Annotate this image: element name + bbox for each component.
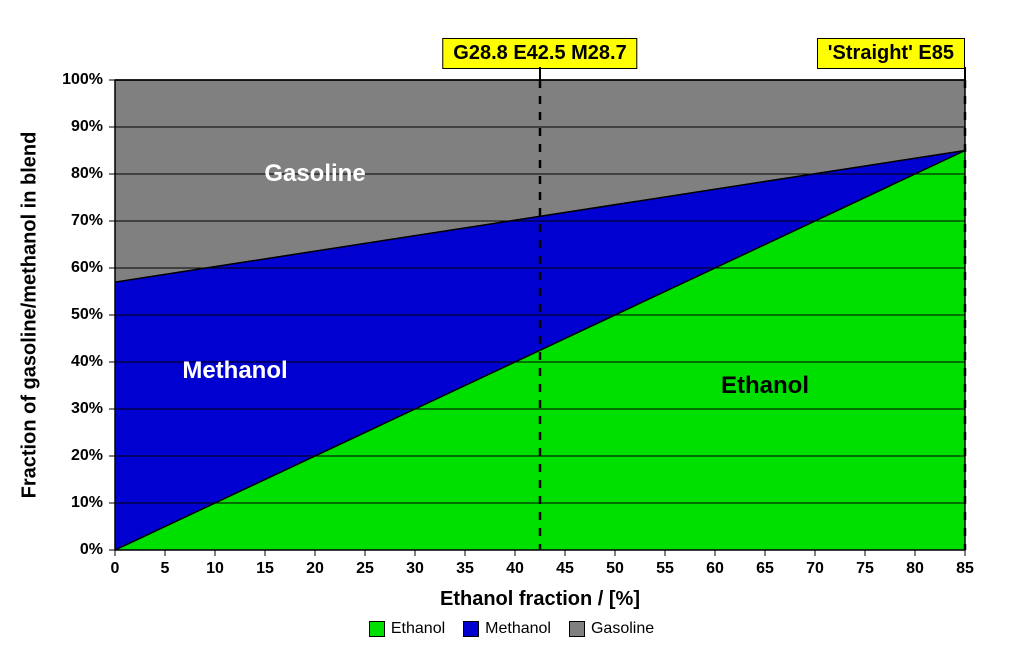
y-tick: 0% [80, 541, 103, 559]
legend-item-methanol: Methanol [463, 620, 551, 638]
x-tick: 35 [456, 560, 474, 578]
x-tick: 25 [356, 560, 374, 578]
y-tick: 80% [71, 165, 103, 183]
legend-item-ethanol: Ethanol [369, 620, 445, 638]
x-tick: 15 [256, 560, 274, 578]
x-tick: 10 [206, 560, 224, 578]
callout: G28.8 E42.5 M28.7 [442, 38, 637, 69]
region-label-methanol: Methanol [182, 357, 287, 385]
x-tick: 40 [506, 560, 524, 578]
x-axis-label: Ethanol fraction / [%] [440, 588, 640, 611]
callout-connector [964, 67, 966, 80]
y-tick: 100% [62, 71, 103, 89]
y-axis-label: Fraction of gasoline/methanol in blend [19, 132, 42, 499]
legend-swatch [369, 621, 385, 637]
legend-label: Ethanol [391, 620, 445, 638]
y-tick: 70% [71, 212, 103, 230]
x-tick: 0 [111, 560, 120, 578]
y-tick: 40% [71, 353, 103, 371]
y-tick: 50% [71, 306, 103, 324]
x-tick: 5 [161, 560, 170, 578]
plot-area [115, 80, 965, 550]
legend-label: Gasoline [591, 620, 654, 638]
legend-item-gasoline: Gasoline [569, 620, 654, 638]
legend-swatch [463, 621, 479, 637]
x-tick: 70 [806, 560, 824, 578]
x-tick: 75 [856, 560, 874, 578]
plot-svg [115, 80, 965, 550]
x-tick: 20 [306, 560, 324, 578]
x-tick: 60 [706, 560, 724, 578]
x-tick: 30 [406, 560, 424, 578]
x-tick: 80 [906, 560, 924, 578]
y-tick: 60% [71, 259, 103, 277]
x-tick: 85 [956, 560, 974, 578]
y-tick: 30% [71, 400, 103, 418]
x-tick: 50 [606, 560, 624, 578]
legend-label: Methanol [485, 620, 551, 638]
chart-stage: Fraction of gasoline/methanol in blend E… [0, 0, 1023, 648]
region-label-ethanol: Ethanol [721, 372, 809, 400]
x-tick: 55 [656, 560, 674, 578]
x-tick: 45 [556, 560, 574, 578]
y-tick: 20% [71, 447, 103, 465]
region-label-gasoline: Gasoline [264, 160, 365, 188]
legend: Ethanol Methanol Gasoline [0, 620, 1023, 638]
x-tick: 65 [756, 560, 774, 578]
y-tick: 90% [71, 118, 103, 136]
y-tick: 10% [71, 494, 103, 512]
callout: 'Straight' E85 [817, 38, 965, 69]
legend-swatch [569, 621, 585, 637]
callout-connector [539, 67, 541, 80]
